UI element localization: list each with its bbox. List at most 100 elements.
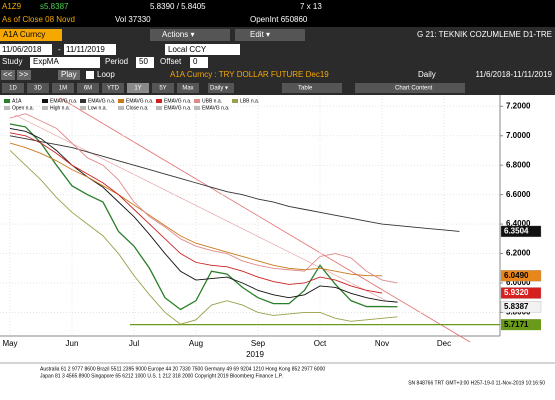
legend-swatch xyxy=(118,106,124,110)
security-box[interactable] xyxy=(0,29,62,41)
range-label[interactable]: YTD xyxy=(107,86,120,92)
period-label: Period xyxy=(105,57,128,66)
period-select[interactable]: Daily ▾ xyxy=(210,86,228,92)
date-from-box[interactable] xyxy=(0,44,52,55)
chart-title: A1A Curncy : TRY DOLLAR FUTURE Dec19 xyxy=(170,70,329,79)
x-tick-label: Oct xyxy=(314,339,327,348)
range-button[interactable] xyxy=(77,83,99,93)
security[interactable]: A1A Curncy xyxy=(3,30,45,39)
legend-swatch xyxy=(80,106,86,110)
y-tick-label: 7.0000 xyxy=(506,131,531,140)
value-tag-label: 6.3504 xyxy=(504,227,529,236)
range-label[interactable]: 5Y xyxy=(159,86,166,92)
series-line xyxy=(9,132,383,294)
date-range: 11/6/2018-11/11/2019 xyxy=(475,70,552,79)
actions[interactable]: Actions ▾ xyxy=(162,30,194,39)
period-select-box[interactable] xyxy=(208,83,234,93)
legend-label: EMAVG n.a. xyxy=(88,98,115,104)
play[interactable]: Play xyxy=(61,70,77,79)
date-from[interactable]: 11/06/2018 xyxy=(2,45,42,54)
page-title: G 21: TEKNIK COZUMLEME D1-TRE xyxy=(417,30,552,39)
plot: 5.80006.00006.20006.40006.60006.80007.00… xyxy=(0,96,542,359)
range-button[interactable] xyxy=(177,83,199,93)
value-tag xyxy=(500,270,542,282)
series-line xyxy=(9,150,398,325)
date-sep: - xyxy=(58,45,61,54)
range-label[interactable]: 1D xyxy=(9,86,17,92)
chart-area xyxy=(0,95,555,363)
value-tag-label: 5.7171 xyxy=(504,320,529,329)
footer: Australia 61 2 9777 8600 Brazil 5511 239… xyxy=(40,366,545,386)
range-label[interactable]: 1M xyxy=(59,86,67,92)
x-tick-label: Dec xyxy=(437,339,451,348)
rewind[interactable]: << xyxy=(3,70,13,79)
bid-ask: 5.8390 / 5.8405 xyxy=(150,2,206,11)
legend-swatch xyxy=(42,99,48,103)
table[interactable]: Table xyxy=(298,86,313,92)
currency[interactable]: Local CCY xyxy=(168,45,207,54)
frequency: Daily xyxy=(418,70,436,79)
edit[interactable]: Edit ▾ xyxy=(250,30,270,39)
range-label[interactable]: 1Y xyxy=(134,86,141,92)
legend-label: Open n.a. xyxy=(12,105,34,111)
range-label[interactable]: 3D xyxy=(34,86,42,92)
period[interactable]: 50 xyxy=(139,57,148,66)
y-tick-label: 6.2000 xyxy=(506,249,531,258)
legend-label: EMAVG n.a. xyxy=(164,105,191,111)
series-line xyxy=(9,135,460,232)
footer-line: Japan 81 3 4565 8900 Singapore 65 6212 1… xyxy=(40,373,283,379)
table-button[interactable] xyxy=(282,83,342,93)
value-tag-label: 5.8387 xyxy=(504,302,529,311)
y-tick-label: 6.0000 xyxy=(506,278,531,287)
range-label[interactable]: 6M xyxy=(84,86,92,92)
series-line xyxy=(9,113,398,284)
legend-swatch xyxy=(156,106,162,110)
study[interactable]: ExpMA xyxy=(33,57,59,66)
edit-button[interactable] xyxy=(235,29,305,41)
forward-button[interactable] xyxy=(17,70,31,80)
legend-swatch xyxy=(4,99,10,103)
value-tag-label: 5.9320 xyxy=(504,288,529,297)
study-box[interactable] xyxy=(30,57,100,68)
legend-label: A1A xyxy=(12,98,22,104)
legend-label: High n.a. xyxy=(50,105,70,111)
offset-box[interactable] xyxy=(190,57,208,68)
legend-label: EMAVG n.a. xyxy=(50,98,77,104)
chart-content[interactable]: Chart Content xyxy=(395,86,433,92)
last-price: s5.8387 xyxy=(40,2,69,11)
x-tick-label: May xyxy=(2,339,17,348)
range-button[interactable] xyxy=(2,83,24,93)
range-button[interactable] xyxy=(52,83,74,93)
footer-line: SN 848766 TRT GMT+3:00 H257-19-0 11-Nov-… xyxy=(408,380,545,386)
rewind-button[interactable] xyxy=(1,70,15,80)
as-of: As of Close 08 Novd xyxy=(2,15,75,24)
range-button[interactable] xyxy=(152,83,174,93)
play-button[interactable] xyxy=(58,70,80,80)
period-box[interactable] xyxy=(136,57,154,68)
legend-label: Low n.a. xyxy=(88,105,107,111)
y-tick-label: 6.6000 xyxy=(506,190,531,199)
value-tag xyxy=(500,301,542,313)
range-button[interactable] xyxy=(127,83,149,93)
chart-content-button[interactable] xyxy=(355,83,465,93)
legend-label: EMAVG n.a. xyxy=(126,98,153,104)
legend-swatch xyxy=(80,99,86,103)
date-to-box[interactable] xyxy=(64,44,116,55)
forward[interactable]: >> xyxy=(19,70,29,79)
offset[interactable]: 0 xyxy=(193,57,198,66)
range-label[interactable]: Max xyxy=(182,86,193,92)
actions-button[interactable] xyxy=(150,29,230,41)
currency-box[interactable] xyxy=(165,44,240,55)
range-button[interactable] xyxy=(102,83,124,93)
loop-checkbox[interactable] xyxy=(86,71,94,79)
x-year-label: 2019 xyxy=(246,350,264,359)
loop[interactable]: Loop xyxy=(97,70,115,79)
date-to[interactable]: 11/11/2019 xyxy=(66,45,105,54)
value-tag xyxy=(500,225,542,238)
quote-bar xyxy=(0,0,555,27)
range-button[interactable] xyxy=(27,83,49,93)
x-tick-label: Nov xyxy=(375,339,389,348)
open-interest: OpenInt 650860 xyxy=(250,15,308,24)
series-line xyxy=(9,142,383,277)
